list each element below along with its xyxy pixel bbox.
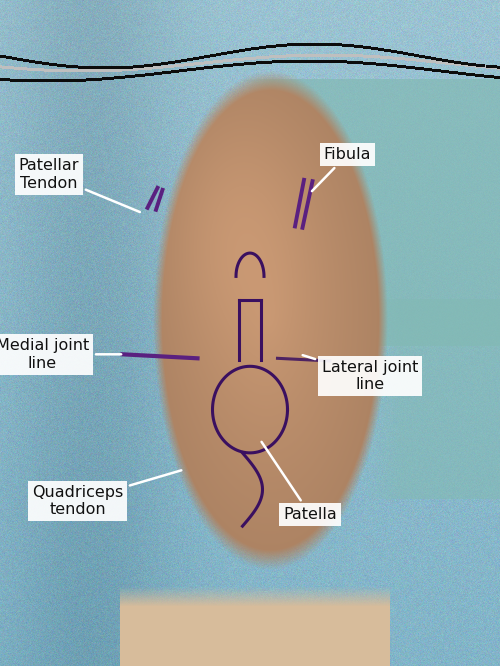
Text: Patella: Patella bbox=[262, 442, 337, 521]
Text: Lateral joint
line: Lateral joint line bbox=[302, 355, 418, 392]
Text: Patellar
Tendon: Patellar Tendon bbox=[19, 159, 140, 212]
Text: Medial joint
line: Medial joint line bbox=[0, 338, 121, 370]
Text: Quadriceps
tendon: Quadriceps tendon bbox=[32, 470, 182, 517]
Text: Fibula: Fibula bbox=[312, 147, 371, 191]
